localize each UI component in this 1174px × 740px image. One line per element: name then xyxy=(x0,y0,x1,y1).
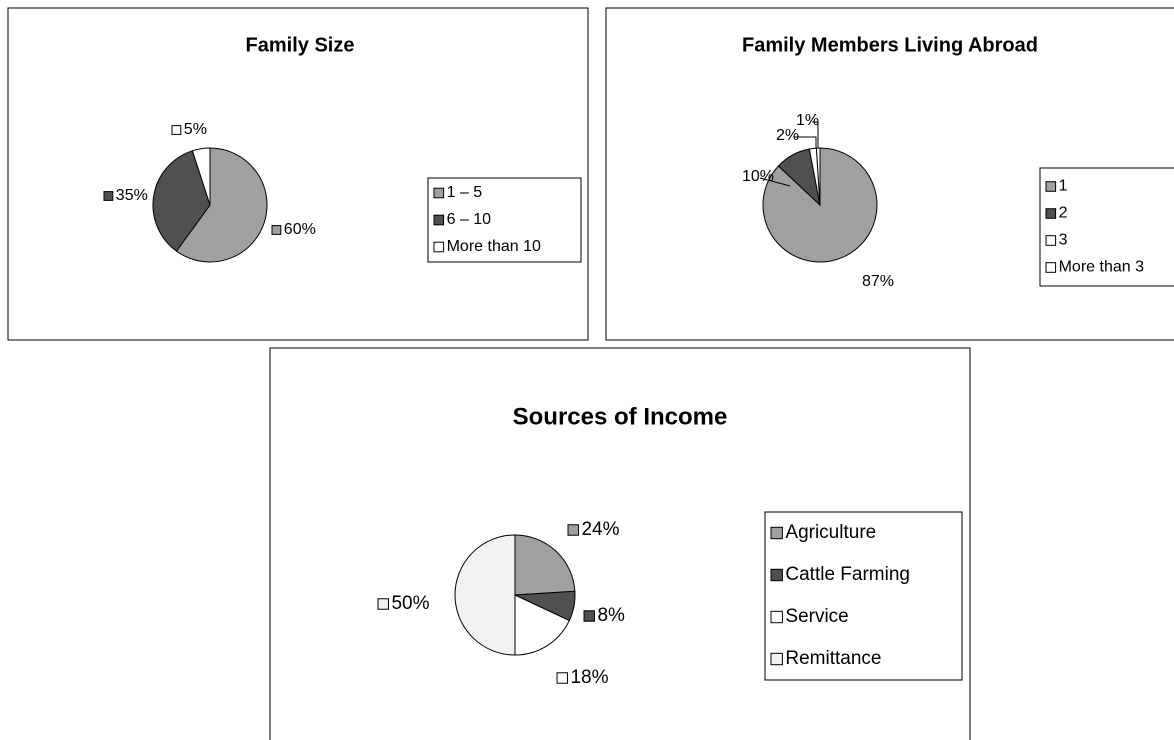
legend-swatch xyxy=(770,526,783,540)
legend-box xyxy=(1039,167,1174,287)
legend-swatch xyxy=(433,241,445,253)
legend-swatch xyxy=(1045,181,1057,192)
legend-label: More than 3 xyxy=(1059,259,1144,276)
legend-swatch xyxy=(433,214,445,226)
data-label: 60% xyxy=(284,221,316,238)
data-label: 50% xyxy=(391,593,429,614)
legend-swatch xyxy=(770,568,783,582)
pie-slice xyxy=(454,534,516,656)
data-label: 24% xyxy=(581,519,619,540)
legend-swatch xyxy=(433,187,445,199)
legend-swatch xyxy=(1045,235,1057,246)
data-label: 18% xyxy=(570,667,608,688)
legend-box xyxy=(427,177,582,263)
label-marker xyxy=(556,672,568,684)
data-label: 87% xyxy=(862,273,894,290)
label-marker xyxy=(583,610,595,622)
legend-label: 2 xyxy=(1059,205,1068,222)
pie-slice xyxy=(191,147,211,206)
data-label: 2% xyxy=(776,127,799,144)
legend-swatch xyxy=(1045,208,1057,219)
legend-label: Agriculture xyxy=(785,522,876,543)
label-marker xyxy=(103,191,114,201)
pie-slice xyxy=(514,594,570,656)
pie-slice xyxy=(175,147,268,263)
legend-label: Service xyxy=(785,606,848,627)
leader-line xyxy=(812,121,819,148)
label-marker xyxy=(377,598,389,610)
chart-title: Family Size xyxy=(246,34,355,56)
legend-swatch xyxy=(770,652,783,666)
label-marker xyxy=(567,524,579,536)
data-label: 1% xyxy=(796,112,819,129)
label-marker xyxy=(271,225,282,235)
pie-slice xyxy=(815,147,821,206)
legend-label: More than 10 xyxy=(447,238,541,255)
legend-label: 1 – 5 xyxy=(447,184,483,201)
pie-slice xyxy=(152,150,211,252)
data-label: 10% xyxy=(742,168,774,185)
data-label: 35% xyxy=(116,187,148,204)
chart-title: Sources of Income xyxy=(513,403,728,430)
leader-line xyxy=(794,136,817,148)
legend-swatch xyxy=(770,610,783,624)
legend-box xyxy=(764,511,963,681)
data-label: 8% xyxy=(597,605,625,626)
legend-swatch xyxy=(1045,262,1057,273)
data-label: 5% xyxy=(184,121,207,138)
legend-label: Remittance xyxy=(785,648,881,669)
chart-title: Family Members Living Abroad xyxy=(742,34,1038,56)
pie-slice xyxy=(514,534,576,596)
legend-label: 6 – 10 xyxy=(447,211,492,228)
chart-frame xyxy=(7,7,589,341)
legend-label: 3 xyxy=(1059,232,1068,249)
legend-label: 1 xyxy=(1059,178,1068,195)
legend-label: Cattle Farming xyxy=(785,564,910,585)
label-marker xyxy=(171,125,182,135)
leader-line xyxy=(759,177,791,187)
